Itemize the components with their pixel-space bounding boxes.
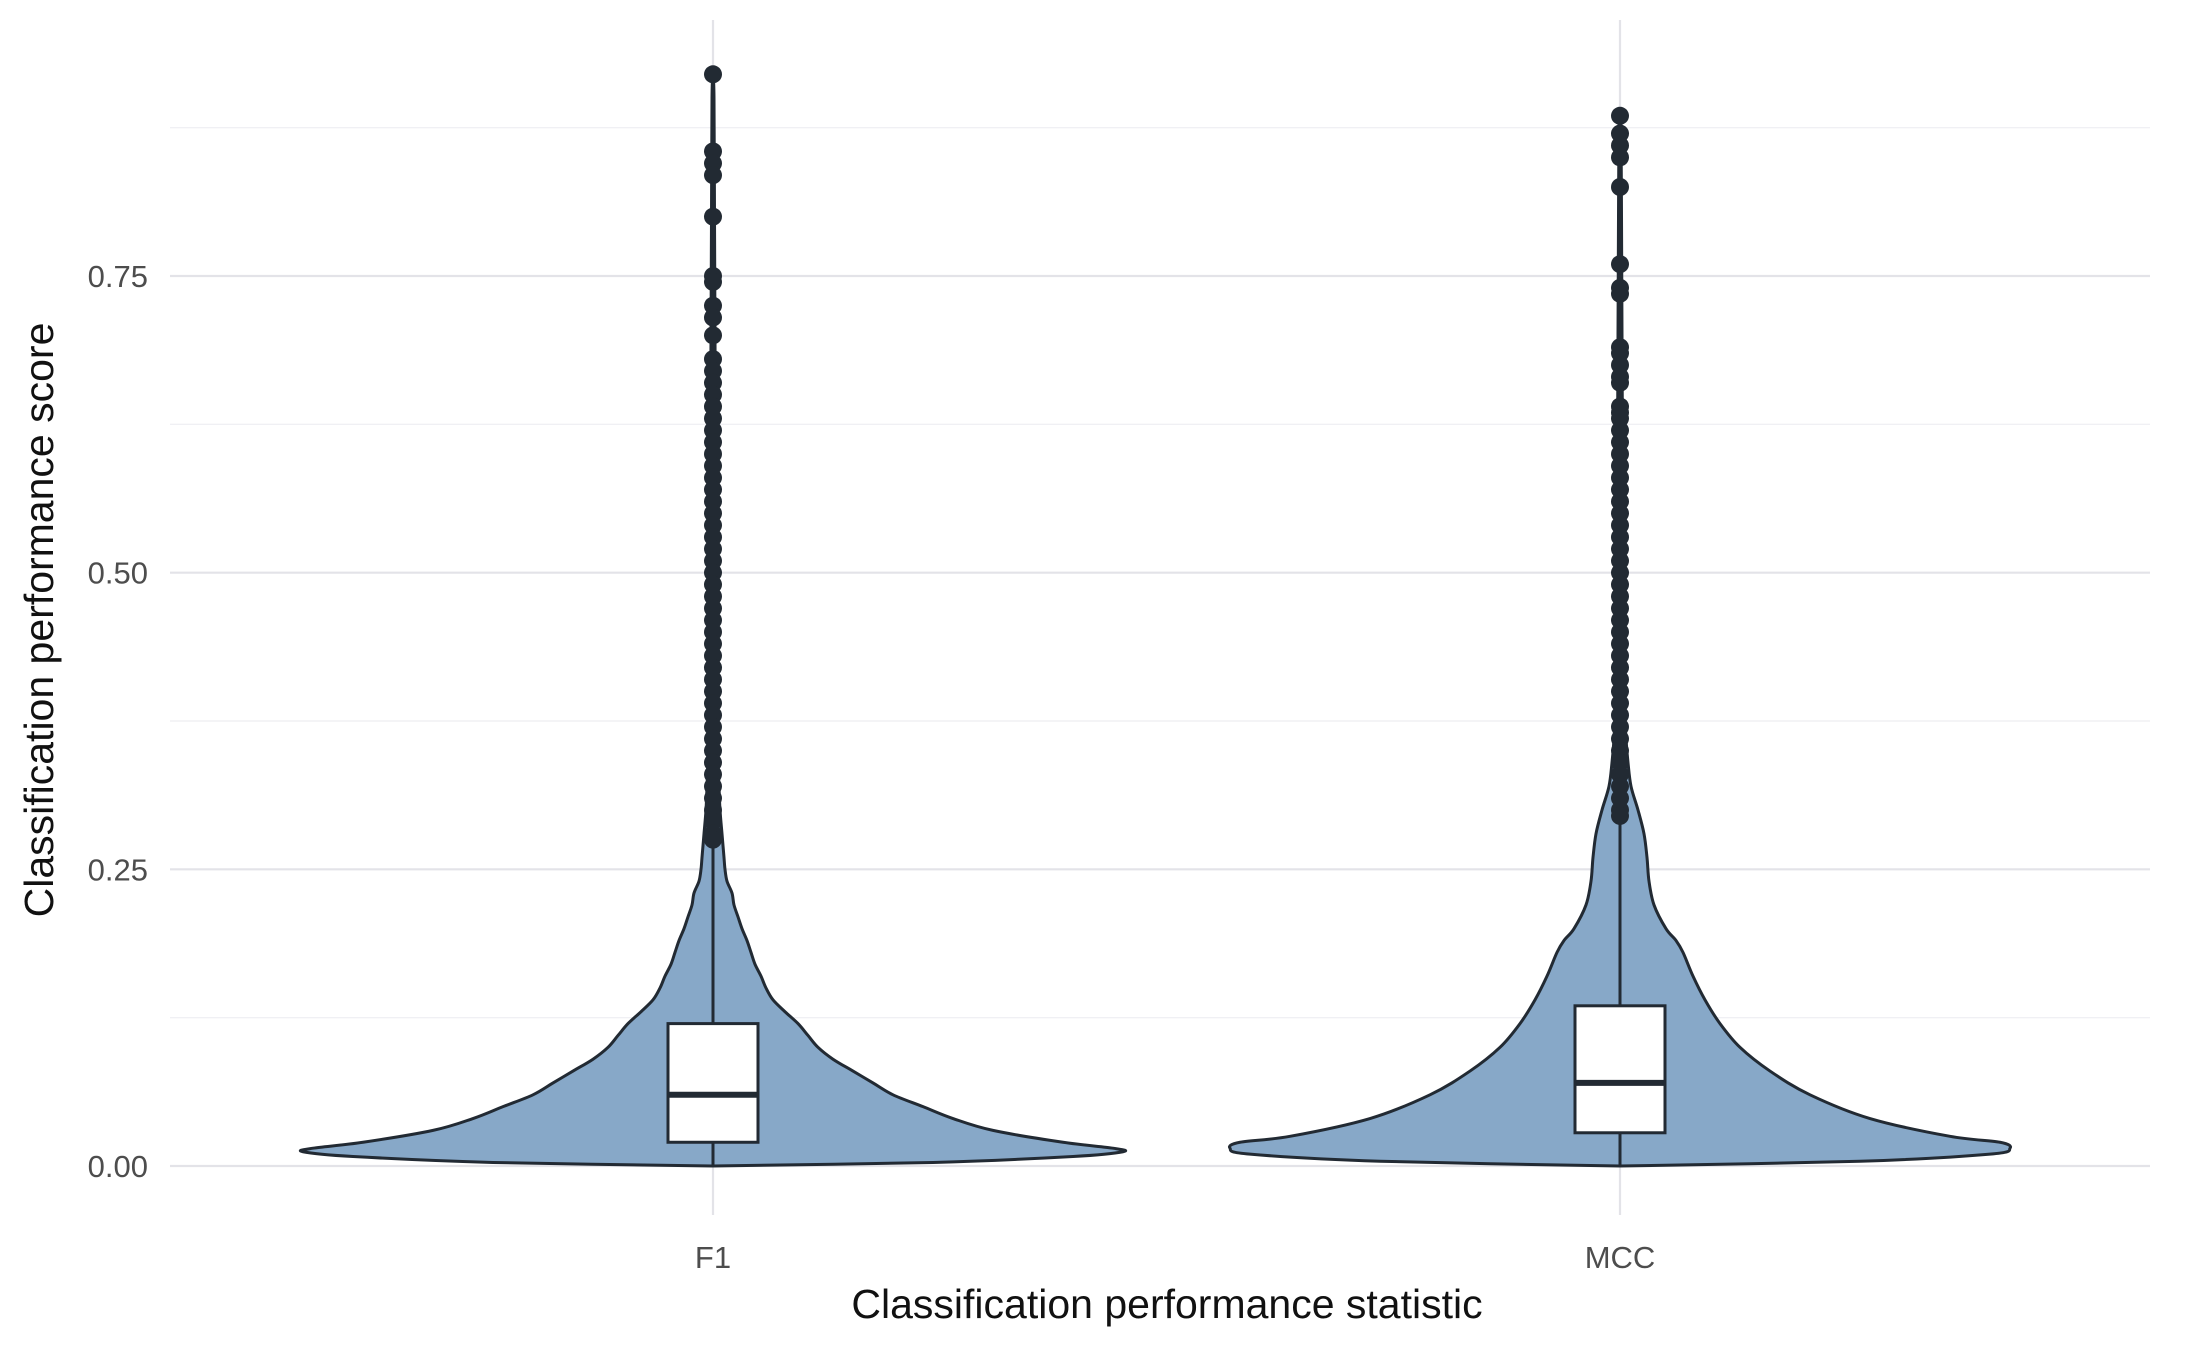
x-tick-label: F1 [695, 1240, 731, 1275]
outlier-point [1611, 106, 1629, 125]
box-f1 [666, 1022, 760, 1144]
y-tick-label: 0.00 [88, 1149, 148, 1184]
outlier-point [1611, 148, 1629, 167]
x-tick-label: MCC [1585, 1240, 1656, 1275]
outlier-point [704, 166, 722, 185]
boxplots [666, 74, 1667, 1166]
outlier-point [1611, 255, 1629, 274]
y-tick-label: 0.25 [88, 852, 148, 887]
y-tick-label: 0.75 [88, 259, 148, 294]
outlier-point [704, 830, 722, 849]
outlier-point [1611, 806, 1629, 825]
outlier-point [704, 65, 722, 84]
outlier-points [704, 65, 1629, 849]
outlier-point [704, 207, 722, 226]
outlier-point [704, 308, 722, 327]
y-axis-title: Classification performance score [16, 323, 62, 918]
x-axis-title: Classification performance statistic [851, 1281, 1482, 1327]
outlier-point [1611, 373, 1629, 392]
grid [170, 20, 2150, 1215]
y-axis-ticks: 0.00 0.25 0.50 0.75 [88, 259, 148, 1184]
violins [298, 72, 2013, 1168]
x-axis-ticks: F1 MCC [695, 1240, 1655, 1275]
y-tick-label: 0.50 [88, 556, 148, 591]
box-mcc [1573, 1004, 1667, 1135]
outlier-point [704, 326, 722, 345]
outlier-point [704, 272, 722, 291]
outlier-point [1611, 178, 1629, 196]
outlier-point [1611, 284, 1629, 303]
